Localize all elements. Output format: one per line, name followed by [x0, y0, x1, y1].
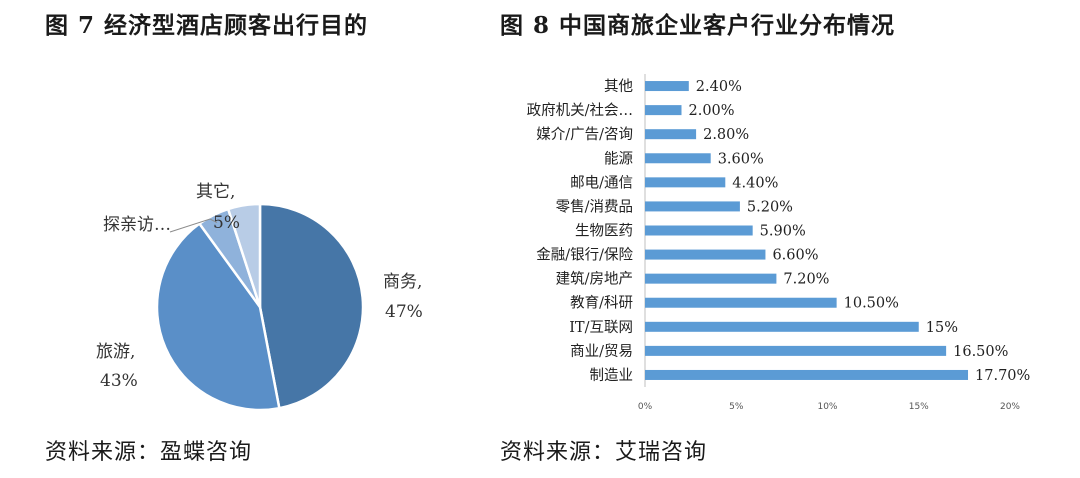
bar-category-label-6: 生物医药: [575, 223, 633, 240]
bar-value-label-11: 16.50%: [953, 344, 1008, 360]
bar-11: [645, 345, 947, 356]
bar-10: [645, 321, 919, 332]
bar-value-label-10: 15%: [926, 320, 958, 336]
bar-x-tick-4: 20%: [1000, 402, 1020, 412]
bar-value-label-12: 17.70%: [975, 368, 1030, 384]
bar-category-label-11: 商业/贸易: [570, 343, 633, 360]
pie-leader-line: [169, 218, 218, 233]
bar-x-tick-2: 10%: [817, 402, 837, 412]
bar-category-label-1: 政府机关/社会…: [527, 102, 633, 119]
pie-slice-3: [226, 202, 262, 308]
bar-category-label-10: IT/互联网: [569, 319, 633, 336]
bar-category-label-2: 媒介/广告/咨询: [536, 126, 633, 143]
bar-x-tick-1: 5%: [729, 402, 744, 412]
bar-category-label-0: 其他: [604, 78, 633, 95]
bar-x-tick-3: 15%: [909, 402, 929, 412]
bar-value-label-2: 2.80%: [703, 127, 749, 143]
bar-category-label-12: 制造业: [590, 367, 634, 384]
pie-label-name-2: 探亲访…: [103, 215, 171, 235]
bar-2: [645, 129, 697, 140]
bar-value-label-1: 2.00%: [689, 103, 735, 119]
bar-category-label-7: 金融/银行/保险: [536, 247, 633, 264]
bar-4: [645, 177, 726, 188]
bar-6: [645, 225, 753, 236]
bar-category-label-5: 零售/消费品: [556, 198, 633, 215]
pie-label-name-3: 其它,: [196, 182, 235, 202]
bar-7: [645, 249, 766, 260]
bar-value-label-8: 7.20%: [783, 272, 829, 288]
pie-chart: 商务, 47% 旅游, 43% 探亲访… 其它, 5%: [96, 182, 423, 412]
bar-x-tick-0: 0%: [638, 402, 653, 412]
bar-9: [645, 297, 837, 308]
bar-8: [645, 273, 777, 284]
pie-chart-source: 资料来源：盈蝶咨询: [45, 440, 253, 465]
pie-slice-0: [258, 202, 365, 410]
bar-value-label-6: 5.90%: [760, 224, 806, 240]
bar-5: [645, 201, 740, 212]
bar-value-label-9: 10.50%: [844, 296, 899, 312]
pie-slice-1: [155, 221, 281, 412]
bar-1: [645, 105, 682, 116]
pie-label-pct-1: 43%: [100, 371, 138, 391]
bar-value-label-5: 5.20%: [747, 199, 793, 215]
bar-12: [645, 369, 969, 380]
bar-value-label-4: 4.40%: [732, 175, 778, 191]
bar-category-label-3: 能源: [604, 150, 633, 167]
bar-3: [645, 153, 711, 164]
pie-chart-title: 图 7 经济型酒店顾客出行目的: [45, 12, 369, 39]
pie-label-pct-0: 47%: [385, 302, 423, 322]
bar-category-label-8: 建筑/房地产: [556, 271, 633, 288]
pie-label-name-0: 商务,: [383, 272, 422, 292]
bar-chart-title: 图 8 中国商旅企业客户行业分布情况: [500, 12, 896, 39]
bar-value-label-0: 2.40%: [696, 79, 742, 95]
bar-value-label-3: 3.60%: [718, 151, 764, 167]
bar-chart-source: 资料来源：艾瑞咨询: [500, 440, 708, 465]
bar-0: [645, 81, 689, 92]
bar-category-label-9: 教育/科研: [570, 295, 633, 312]
pie-label-name-1: 旅游,: [96, 342, 135, 362]
bar-chart: 其他 2.40% 政府机关/社会… 2.00% 媒介/广告/咨询 2.80% 能源 3.60%…: [527, 74, 1030, 412]
bar-value-label-7: 6.60%: [772, 248, 818, 264]
pie-label-pct-3: 5%: [213, 213, 240, 233]
bar-category-label-4: 邮电/通信: [570, 174, 633, 191]
